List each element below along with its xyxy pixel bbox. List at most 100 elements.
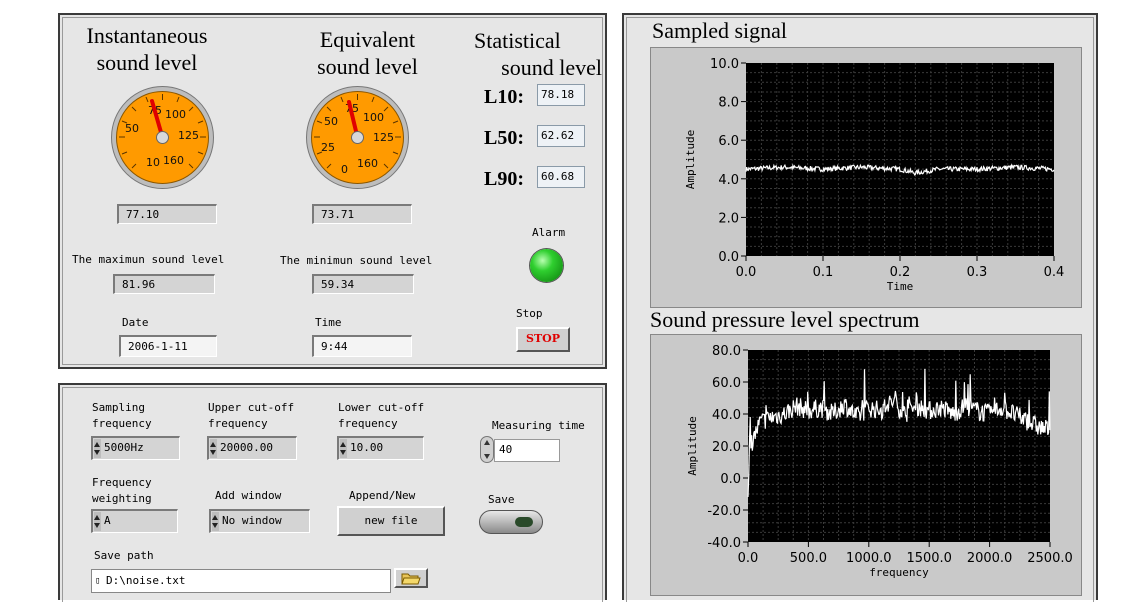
spectrum-chart: 80.060.040.020.00.0-20.0-40.00.0 500.0 100… bbox=[686, 344, 1073, 579]
save-path-value[interactable]: D:\noise.txt bbox=[106, 574, 186, 587]
equiv-tick-25: 25 bbox=[321, 141, 335, 154]
weighting-label-line1: Frequency bbox=[92, 476, 152, 489]
x-axis-label: frequency bbox=[869, 566, 929, 579]
measuring-time-input[interactable]: 40 bbox=[494, 439, 560, 462]
instant-tick-100: 100 bbox=[165, 108, 186, 121]
sampling-spinner-icon[interactable] bbox=[94, 439, 101, 458]
save-label: Save bbox=[488, 493, 515, 506]
window-spinner-icon[interactable] bbox=[212, 512, 219, 531]
equiv-tick-125: 125 bbox=[373, 131, 394, 144]
statistical-title-line2: sound level bbox=[501, 55, 602, 80]
x-tick-label: 0.1 bbox=[813, 265, 834, 280]
y-tick-label: 60.0 bbox=[712, 376, 741, 391]
upper-cutoff-label-line2: frequency bbox=[208, 417, 268, 430]
upper-cutoff-value[interactable]: 20000.00 bbox=[220, 441, 273, 454]
x-tick-label: 0.2 bbox=[890, 265, 911, 280]
sound-level-panel bbox=[58, 13, 607, 369]
equiv-tick-0: 0 bbox=[341, 163, 348, 176]
lower-cutoff-label: Lower cut-off frequency bbox=[338, 400, 424, 432]
equivalent-title-line2: sound level bbox=[317, 54, 418, 79]
upper-cutoff-label-line1: Upper cut-off bbox=[208, 401, 295, 414]
y-tick-label: 2.0 bbox=[718, 211, 739, 226]
trace-series-0 bbox=[745, 163, 1055, 176]
sampled-signal-chart: 10.0 8.0 6.0 4.0 2.0 0.00.0 0.1 0.2 0.3 0.4 Time Am… bbox=[684, 57, 1064, 293]
spectrum-title: Sound pressure level spectrum bbox=[650, 307, 920, 332]
stop-button[interactable]: STOP bbox=[516, 327, 570, 352]
y-tick-label: -40.0 bbox=[707, 536, 741, 551]
weighting-label-line2: weighting bbox=[92, 492, 152, 505]
x-tick-label: 500.0 bbox=[790, 551, 827, 566]
upper-cutoff-control[interactable]: 20000.00 bbox=[207, 436, 297, 460]
y-axis-label: Amplitude bbox=[684, 130, 697, 190]
time-label: Time bbox=[315, 316, 342, 329]
measuring-time-spinner-icon[interactable] bbox=[480, 436, 494, 463]
lower-cutoff-spinner-icon[interactable] bbox=[340, 439, 347, 458]
instantaneous-gauge: 50 75 100 125 10 160 bbox=[111, 86, 214, 189]
date-label: Date bbox=[122, 316, 149, 329]
y-tick-label: 4.0 bbox=[718, 173, 739, 188]
sampling-label-line1: Sampling bbox=[92, 401, 145, 414]
equiv-tick-160: 160 bbox=[357, 157, 378, 170]
measuring-time-label: Measuring time bbox=[492, 419, 585, 432]
max-label: The maximun sound level bbox=[72, 253, 225, 266]
y-tick-label: 8.0 bbox=[718, 96, 739, 111]
equivalent-gauge: 50 75 100 125 25 0 160 bbox=[306, 86, 409, 189]
graphs-panel-border bbox=[626, 17, 1094, 602]
alarm-led bbox=[530, 249, 563, 282]
max-value: 81.96 bbox=[113, 274, 215, 294]
y-tick-label: 0.0 bbox=[718, 250, 739, 265]
weighting-value[interactable]: A bbox=[104, 514, 111, 527]
lower-cutoff-control[interactable]: 10.00 bbox=[337, 436, 424, 460]
window-control[interactable]: No window bbox=[209, 509, 310, 533]
weighting-label: Frequency weighting bbox=[92, 475, 152, 507]
instantaneous-title-line2: sound level bbox=[96, 50, 198, 75]
lower-cutoff-label-line1: Lower cut-off bbox=[338, 401, 425, 414]
browse-folder-button[interactable] bbox=[394, 568, 428, 588]
l90-label: L90: bbox=[484, 168, 524, 190]
save-indicator-icon bbox=[515, 517, 533, 527]
x-tick-label: 0.0 bbox=[736, 265, 757, 280]
save-path-field[interactable]: ▯ D:\noise.txt bbox=[91, 569, 391, 593]
x-tick-label: 2000.0 bbox=[967, 551, 1013, 566]
statistical-title: Statistical sound level bbox=[462, 27, 602, 81]
weighting-control[interactable]: A bbox=[91, 509, 178, 533]
sampling-label: Sampling frequency bbox=[92, 400, 152, 432]
x-axis-label: Time bbox=[887, 280, 914, 293]
append-label: Append/New bbox=[349, 489, 416, 502]
sampling-frequency-value[interactable]: 5000Hz bbox=[104, 441, 144, 454]
instantaneous-value: 77.10 bbox=[117, 204, 217, 224]
lower-cutoff-value[interactable]: 10.00 bbox=[350, 441, 384, 454]
sound-level-panel-border bbox=[62, 17, 603, 365]
l10-label: L10: bbox=[484, 86, 524, 108]
y-tick-label: 80.0 bbox=[712, 344, 741, 359]
l50-value: 62.62 bbox=[537, 125, 585, 147]
instantaneous-title: Instantaneous sound level bbox=[62, 22, 232, 76]
sampling-frequency-control[interactable]: 5000Hz bbox=[91, 436, 180, 460]
lower-cutoff-label-line2: frequency bbox=[338, 417, 398, 430]
y-tick-label: 10.0 bbox=[710, 57, 739, 72]
instant-tick-50: 50 bbox=[125, 122, 139, 135]
l10-value: 78.18 bbox=[537, 84, 585, 106]
alarm-label: Alarm bbox=[532, 226, 566, 239]
save-button[interactable] bbox=[479, 510, 543, 534]
settings-panel-border bbox=[62, 387, 603, 602]
equivalent-title-line1: Equivalent bbox=[319, 27, 416, 52]
weighting-spinner-icon[interactable] bbox=[94, 512, 101, 531]
instant-tick-160: 160 bbox=[163, 154, 184, 167]
x-tick-label: 1000.0 bbox=[846, 551, 892, 566]
window-value[interactable]: No window bbox=[222, 514, 282, 527]
instant-tick-125: 125 bbox=[178, 129, 199, 142]
upper-cutoff-label: Upper cut-off frequency bbox=[208, 400, 294, 432]
window-label: Add window bbox=[215, 489, 282, 502]
x-tick-label: 0.3 bbox=[967, 265, 988, 280]
statistical-title-line1: Statistical bbox=[474, 28, 561, 53]
upper-cutoff-spinner-icon[interactable] bbox=[210, 439, 217, 458]
min-value: 59.34 bbox=[312, 274, 414, 294]
y-tick-label: -20.0 bbox=[707, 504, 741, 519]
path-type-icon: ▯ bbox=[95, 576, 101, 586]
y-axis-label: Amplitude bbox=[686, 416, 699, 476]
folder-icon bbox=[401, 573, 421, 585]
trace-series-1 bbox=[747, 368, 1051, 498]
new-file-button[interactable]: new file bbox=[337, 506, 445, 536]
save-path-label: Save path bbox=[94, 549, 154, 562]
